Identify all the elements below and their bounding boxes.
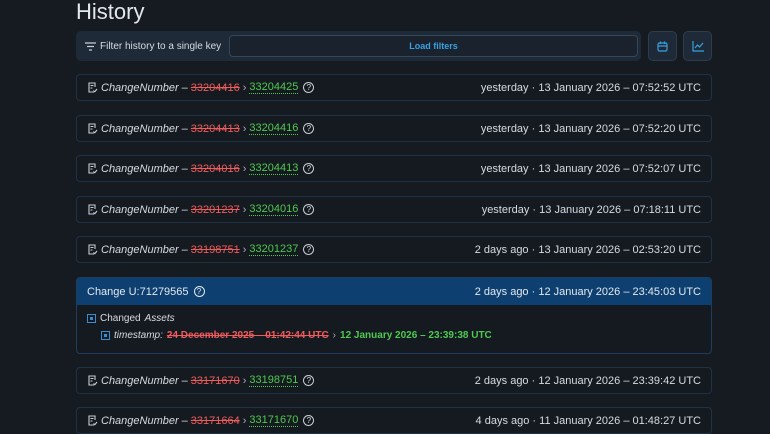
filter-icon [85,41,96,51]
key-name: ChangeNumber [101,203,179,216]
expanded-change-header[interactable]: Change U:71279565? 2 days ago · 12 Janua… [77,278,711,305]
history-row[interactable]: ChangeNumber – 33201237 › 33204016? yester… [76,196,712,223]
help-icon[interactable]: ? [303,204,315,215]
new-value: 33204016 [249,203,299,216]
changed-group[interactable]: Changed Assets [87,313,175,324]
group-prefix: Changed [100,313,141,324]
separator: – [181,203,188,216]
help-icon[interactable]: ? [303,82,315,93]
arrow-icon: › [242,203,247,216]
new-value: 33204416 [249,122,299,135]
document-check-icon [88,163,98,174]
separator: – [181,374,188,387]
arrow-icon: › [242,162,247,175]
old-value: 33201237 [190,203,240,216]
document-check-icon [88,244,98,255]
separator: – [181,243,188,256]
arrow-icon: › [242,81,247,94]
old-value: 33198751 [190,243,240,256]
chart-line-icon [691,40,704,52]
old-value: 33171664 [190,414,240,427]
help-icon[interactable]: ? [303,163,315,174]
new-value: 33204425 [249,81,299,94]
row-time: yesterday · 13 January 2026 – 07:18:11 U… [481,203,701,216]
field-name: timestamp: [114,330,163,341]
key-name: ChangeNumber [101,81,179,94]
help-icon[interactable]: ? [303,375,315,386]
new-value: 33198751 [249,374,299,387]
new-value: 33204413 [249,162,299,175]
filter-key-button[interactable]: Filter history to a single key [76,41,228,52]
history-row[interactable]: ChangeNumber – 33204016 › 33204413? yester… [76,155,712,182]
history-row[interactable]: ChangeNumber – 33198751 › 33201237? 2 days… [76,236,712,263]
separator: – [181,162,188,175]
load-filters-button[interactable]: Load filters [229,35,638,57]
key-name: ChangeNumber [101,122,179,135]
separator: – [181,122,188,135]
old-value: 33204016 [190,162,240,175]
help-icon[interactable]: ? [303,244,315,255]
group-name: Assets [144,313,175,324]
history-row[interactable]: ChangeNumber – 33204416 › 33204425? yester… [76,74,712,101]
key-name: ChangeNumber [101,374,179,387]
key-name: ChangeNumber [101,243,179,256]
arrow-icon: › [242,374,247,387]
row-time: 2 days ago · 12 January 2026 – 23:39:42 … [474,374,701,387]
new-value: 33171670 [249,414,299,427]
help-icon[interactable]: ? [193,286,205,297]
old-value: 24 December 2025 – 01:42:44 UTC [166,330,329,341]
history-row[interactable]: ChangeNumber – 33171670 › 33198751? 2 days… [76,367,712,394]
expand-box-icon[interactable] [87,314,96,323]
row-time: 2 days ago · 13 January 2026 – 02:53:20 … [474,243,701,256]
filter-label: Filter history to a single key [100,40,222,52]
chart-button[interactable] [683,31,712,61]
filter-toolbar: Filter history to a single key Load filt… [76,31,641,61]
expanded-change-entry: Change U:71279565? 2 days ago · 12 Janua… [76,277,712,354]
document-check-icon [88,375,98,386]
change-title: Change U:71279565 [87,285,189,298]
arrow-icon: › [242,243,247,256]
arrow-icon: › [242,122,247,135]
separator: – [181,414,188,427]
document-check-icon [88,204,98,215]
arrow-icon: › [332,330,337,341]
change-time: 2 days ago · 12 January 2026 – 23:45:03 … [474,285,701,298]
changed-field: timestamp: 24 December 2025 – 01:42:44 U… [101,330,492,341]
history-row[interactable]: ChangeNumber – 33171664 › 33171670? 4 days… [76,407,712,434]
help-icon[interactable]: ? [303,415,315,426]
document-check-icon [88,123,98,134]
new-value: 12 January 2026 – 23:39:38 UTC [340,330,492,341]
document-check-icon [88,82,98,93]
new-value: 33201237 [249,243,299,256]
page-title: History [76,0,145,24]
history-row[interactable]: ChangeNumber – 33204413 › 33204416? yester… [76,115,712,142]
old-value: 33171670 [190,374,240,387]
key-name: ChangeNumber [101,162,179,175]
help-icon[interactable]: ? [303,123,315,134]
calendar-button[interactable] [648,31,677,61]
row-time: yesterday · 13 January 2026 – 07:52:07 U… [480,162,701,175]
row-time: yesterday · 13 January 2026 – 07:52:52 U… [480,81,701,94]
old-value: 33204413 [190,122,240,135]
row-time: yesterday · 13 January 2026 – 07:52:20 U… [480,122,701,135]
key-name: ChangeNumber [101,414,179,427]
calendar-icon [657,41,668,52]
document-check-icon [88,415,98,426]
arrow-icon: › [242,414,247,427]
old-value: 33204416 [190,81,240,94]
expand-box-icon[interactable] [101,331,110,340]
row-time: 4 days ago · 11 January 2026 – 01:48:27 … [475,414,701,427]
separator: – [181,81,188,94]
